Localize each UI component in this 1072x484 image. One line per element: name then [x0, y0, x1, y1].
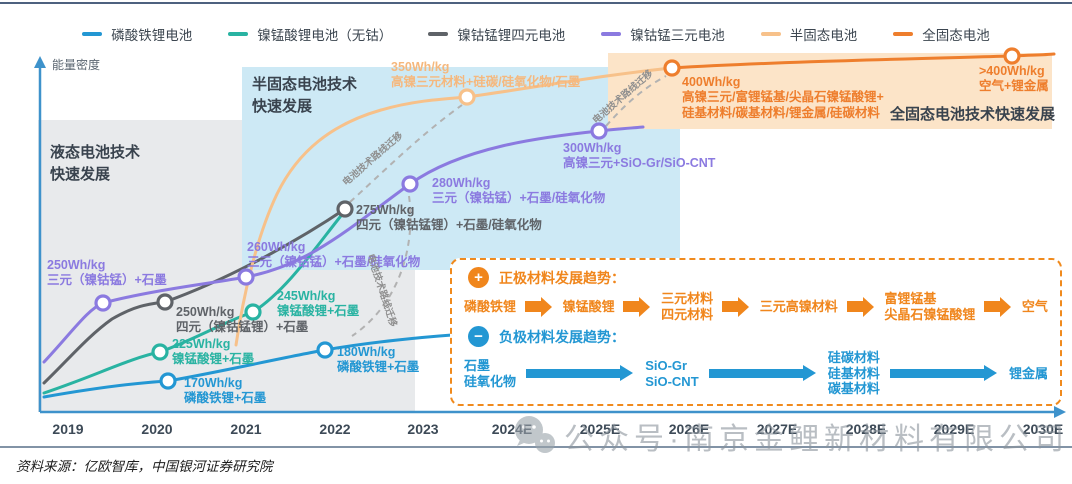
cathode-trend-header: + 正极材料发展趋势： — [468, 267, 1048, 288]
milestone-dot — [1003, 47, 1021, 65]
legend-swatch — [893, 32, 914, 36]
legend-swatch — [428, 32, 449, 36]
x-tick-2019: 2019 — [52, 421, 84, 437]
arrow-right-icon — [708, 365, 817, 382]
x-tick-2022: 2022 — [319, 421, 351, 437]
x-tick-2023: 2023 — [407, 421, 439, 437]
x-tick-2028E: 2028E — [845, 421, 887, 437]
top-divider — [0, 2, 1072, 4]
series-镍锰酸锂电池（无钴） — [42, 210, 346, 395]
data-point-label: 225Wh/kg 镍锰酸锂+石墨 — [172, 337, 255, 367]
cathode-trend-title: 正极材料发展趋势： — [499, 269, 625, 286]
x-tick-2024E: 2024E — [491, 421, 533, 437]
region-all-solid — [608, 53, 1052, 129]
data-point-label: 250Wh/kg 三元（镍钴锰）+石墨 — [47, 258, 167, 288]
legend-swatch — [228, 32, 249, 36]
cathode-trend-sequence: 磷酸铁锂 镍锰酸锂 三元材料 四元材料 三元高镍材料 富锂锰基 尖晶石镍锰酸锂 空气 — [464, 291, 1048, 322]
legend-item: 半固态电池 — [760, 24, 858, 44]
data-point-label: 170Wh/kg 磷酸铁锂+石墨 — [184, 376, 267, 406]
anode-trend-title: 负极材料发展趋势： — [499, 328, 625, 345]
region-title-all-solid: 全固态电池技术快速发展 — [890, 106, 1056, 123]
x-tick-2030E: 2030E — [1022, 421, 1064, 437]
legend-swatch — [82, 32, 103, 36]
data-point-label: 400Wh/kg 高镍三元/富锂锰基/尖晶石镍锰酸锂+ 硅基材料/碳基材料/锂金… — [682, 75, 884, 120]
x-tick-2020: 2020 — [141, 421, 173, 437]
milestone-dot — [590, 122, 608, 140]
arrow-right-icon — [623, 296, 651, 317]
legend-label: 镍钴锰三元电池 — [630, 28, 725, 43]
source-note: 资料来源：亿欧智库，中国银河证券研究院 — [16, 459, 273, 474]
x-tick-2029E: 2029E — [933, 421, 975, 437]
milestone-dot — [156, 293, 174, 311]
data-point-label: 180Wh/kg 磷酸铁锂+石墨 — [337, 345, 420, 375]
data-point-label: 275Wh/kg 四元（镍钴锰锂）+石墨/硅氧化物 — [356, 203, 542, 233]
cathode-material: 磷酸铁锂 — [464, 298, 517, 314]
series-磷酸铁锂电池 — [42, 333, 454, 399]
cathode-material: 三元高镍材料 — [759, 298, 838, 314]
legend-label: 全固态电池 — [922, 28, 990, 43]
region-title-semi-solid: 半固态电池技术 快速发展 — [252, 76, 358, 115]
milestone-dot — [458, 88, 476, 106]
x-tick-2021: 2021 — [230, 421, 262, 437]
anode-material: 石墨 硅氧化物 — [464, 357, 517, 389]
anode-material: SiO-Gr SiO-CNT — [645, 357, 699, 389]
arrow-right-icon — [526, 365, 634, 382]
legend-item: 镍钴锰三元电池 — [601, 24, 725, 44]
cathode-material: 富锂锰基 尖晶石镍锰酸锂 — [884, 291, 976, 322]
cathode-material: 镍锰酸锂 — [562, 298, 615, 314]
legend-item: 镍锰酸锂电池（无钴） — [228, 24, 392, 44]
legend-item: 镍钴锰锂四元电池 — [428, 24, 565, 44]
region-title-liquid: 液态电池技术 快速发展 — [50, 144, 141, 183]
x-tick-2025E: 2025E — [579, 421, 621, 437]
milestone-dot — [244, 303, 262, 321]
y-axis-label: 能量密度 — [52, 58, 101, 72]
anode-material: 硅碳材料 硅基材料 碳基材料 — [827, 350, 880, 397]
arrow-right-icon — [524, 296, 552, 317]
legend-label: 半固态电池 — [789, 28, 858, 43]
milestone-dot — [316, 341, 334, 359]
arrow-right-icon — [846, 296, 874, 317]
anode-trend-header: − 负极材料发展趋势： — [468, 326, 1048, 348]
milestone-dot — [663, 59, 681, 77]
cathode-material: 空气 — [1021, 298, 1048, 314]
legend-item: 全固态电池 — [893, 24, 990, 44]
data-point-label: 245Wh/kg 镍锰酸锂+石墨 — [277, 289, 360, 319]
plus-icon: + — [468, 267, 489, 288]
data-point-label: >400Wh/kg 空气+锂金属 — [979, 64, 1049, 94]
legend-swatch — [601, 32, 622, 36]
arrow-right-icon — [889, 365, 998, 382]
data-point-label: 350Wh/kg 高镍三元材料+硅碳/硅氧化物/石墨 — [391, 60, 581, 90]
legend-label: 镍钴锰锂四元电池 — [457, 28, 566, 43]
data-point-label: 280Wh/kg 三元（镍钴锰）+石墨/硅氧化物 — [432, 176, 606, 206]
series-全固态电池 — [670, 52, 1056, 70]
chart-legend: 磷酸铁锂电池 镍锰酸锂电池（无钴） 镍钴锰锂四元电池 镍钴锰三元电池 半固态电池 全固态电… — [0, 24, 1072, 44]
legend-item: 磷酸铁锂电池 — [82, 24, 192, 44]
minus-icon: − — [468, 326, 489, 348]
legend-label: 磷酸铁锂电池 — [111, 28, 193, 43]
legend-swatch — [760, 32, 781, 36]
x-tick-2027E: 2027E — [756, 421, 798, 437]
milestone-dot — [159, 372, 177, 390]
data-point-label: 300Wh/kg 高镍三元+SiO-Gr/SiO-CNT — [563, 141, 716, 171]
cathode-material: 三元材料 四元材料 — [661, 291, 714, 322]
data-point-label: 250Wh/kg 四元（镍钴锰锂）+石墨 — [176, 305, 309, 335]
milestone-dot — [94, 294, 112, 312]
legend-label: 镍锰酸锂电池（无钴） — [257, 28, 393, 43]
anode-material: 锂金属 — [1009, 365, 1049, 381]
series-半固态电池 — [234, 66, 674, 347]
data-point-label: 260Wh/kg 三元（镍钴锰）+石墨/硅氧化物 — [247, 240, 421, 270]
x-tick-2026E: 2026E — [668, 421, 710, 437]
milestone-dot — [401, 175, 419, 193]
milestone-dot — [151, 343, 169, 361]
arrow-right-icon — [984, 296, 1012, 317]
milestone-dot — [237, 268, 255, 286]
materials-trend-panel: + 正极材料发展趋势： 磷酸铁锂 镍锰酸锂 三元材料 四元材料 三元高镍材料 富锂锰基 … — [450, 258, 1062, 406]
anode-trend-sequence: 石墨 硅氧化物 SiO-Gr SiO-CNT 硅碳材料 硅基材料 碳基材料 锂金属 — [464, 350, 1048, 397]
milestone-dot — [336, 200, 354, 218]
arrow-right-icon — [721, 296, 749, 317]
